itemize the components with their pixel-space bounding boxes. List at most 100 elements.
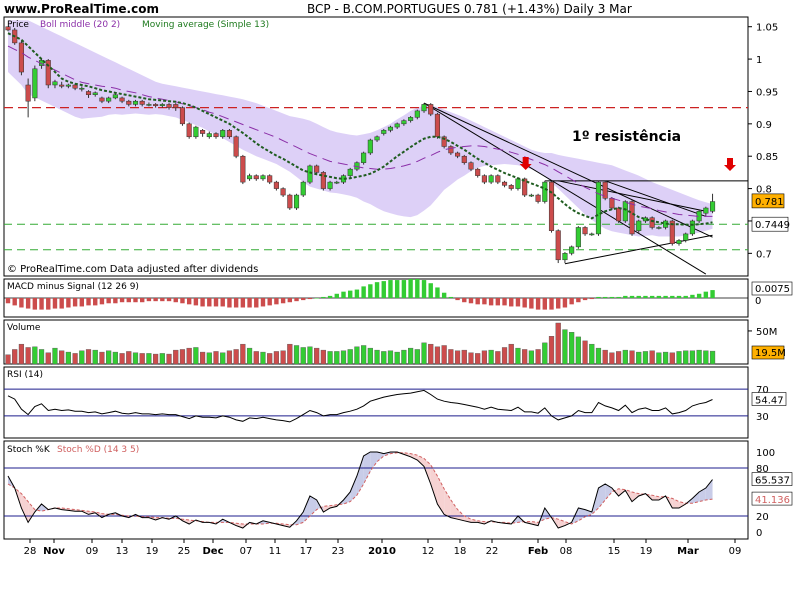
candle-body	[408, 117, 414, 121]
legend-boll-middle: Boll middle (20 2)	[40, 20, 120, 30]
candle-body	[220, 130, 226, 138]
macd-bar	[5, 298, 11, 304]
macd-bar	[247, 298, 252, 308]
volume-bar	[689, 350, 696, 365]
macd-bar	[368, 284, 373, 298]
macd-bar	[301, 298, 306, 301]
volume-bar	[72, 353, 78, 365]
macd-bar	[119, 298, 125, 303]
volume-bar	[65, 351, 71, 365]
stoch-shade	[705, 479, 713, 500]
down-arrow-icon	[519, 157, 532, 170]
macd-bar	[59, 298, 64, 309]
volume-bar	[240, 343, 246, 365]
macd-bar	[19, 298, 24, 308]
stoch-shade	[457, 509, 465, 521]
candle-body	[387, 126, 394, 131]
macd-bar	[86, 298, 91, 306]
macd-bar	[321, 296, 326, 298]
candle-body	[65, 84, 71, 87]
bollinger-middle-line	[7, 45, 713, 217]
candle-body	[488, 175, 494, 183]
price-axis-label: 0.95	[756, 87, 778, 98]
macd-bar	[428, 283, 433, 298]
volume-bar	[683, 350, 689, 365]
macd-bar	[690, 294, 695, 298]
macd-bar	[401, 280, 407, 298]
candle-body	[126, 100, 132, 105]
volume-bar	[481, 350, 488, 365]
candle-body	[287, 194, 293, 209]
x-axis-label: Feb	[528, 546, 548, 557]
macd-bar	[596, 296, 601, 298]
volume-bar	[468, 352, 474, 365]
volume-bar	[656, 352, 662, 365]
macd-bar	[703, 291, 709, 298]
macd-bar	[280, 298, 286, 304]
macd-bar	[374, 282, 380, 298]
candle-body	[334, 181, 340, 184]
candle-body	[240, 155, 246, 183]
x-axis-label: 15	[608, 546, 621, 557]
candle-body	[555, 230, 561, 261]
volume-bar	[636, 351, 642, 365]
candle-body	[32, 68, 38, 99]
stoch-shade	[679, 501, 686, 508]
volume-axis-label: 50M	[756, 327, 777, 338]
stoch-axis-label: 20	[756, 512, 769, 523]
volume-bar	[448, 349, 454, 365]
macd-bar	[348, 290, 353, 298]
volume-bar	[642, 351, 649, 365]
macd-zero-label: 0	[755, 296, 761, 307]
macd-bar	[495, 298, 501, 306]
volume-bar	[300, 347, 306, 365]
macd-bar	[99, 298, 105, 305]
candle-body	[703, 207, 709, 214]
candle-body	[92, 92, 98, 95]
volume-bar	[616, 351, 622, 365]
volume-bar	[589, 343, 595, 365]
macd-bar	[455, 298, 460, 301]
volume-bar	[340, 350, 347, 365]
volume-bar	[602, 349, 608, 365]
moving-average-line	[7, 32, 713, 226]
legend-stoch-d: Stoch %D (14 3 5)	[57, 445, 139, 455]
x-axis-label: 09	[729, 546, 742, 557]
stoch-shade	[350, 476, 357, 502]
candle-body	[481, 175, 487, 183]
volume-bar	[146, 353, 152, 365]
candle-body	[233, 136, 239, 157]
candle-body	[320, 172, 326, 189]
macd-bar	[670, 295, 675, 298]
volume-bar	[166, 353, 172, 365]
stoch-shade	[370, 452, 378, 472]
volume-bar	[5, 354, 11, 365]
x-axis-label: 08	[560, 546, 573, 557]
candle-body	[132, 100, 139, 105]
volume-bar	[334, 351, 340, 365]
candle-body	[616, 207, 622, 222]
macd-bar	[696, 293, 702, 298]
volume-bar	[273, 351, 280, 365]
resistance-annotation: 1º resistência	[572, 129, 681, 145]
candle-body	[595, 181, 602, 235]
macd-bar	[180, 298, 185, 304]
volume-bar	[186, 347, 192, 365]
volume-bar	[394, 351, 400, 365]
volume-bar	[622, 349, 628, 365]
volume-bar	[475, 353, 481, 365]
volume-bar	[488, 349, 494, 365]
macd-bar	[213, 298, 219, 307]
stoch-shade	[417, 455, 425, 467]
macd-bar	[623, 295, 628, 298]
volume-bar	[408, 347, 414, 365]
candle-body	[461, 155, 467, 163]
volume-bar	[555, 322, 561, 365]
macd-bar	[274, 298, 279, 305]
stoch-axis-label: 0	[756, 528, 762, 539]
panel-frame-rsi	[3, 366, 749, 439]
macd-bar	[502, 298, 507, 306]
macd-bar	[46, 298, 51, 310]
candle-body	[99, 97, 105, 102]
volume-bar	[206, 352, 212, 365]
